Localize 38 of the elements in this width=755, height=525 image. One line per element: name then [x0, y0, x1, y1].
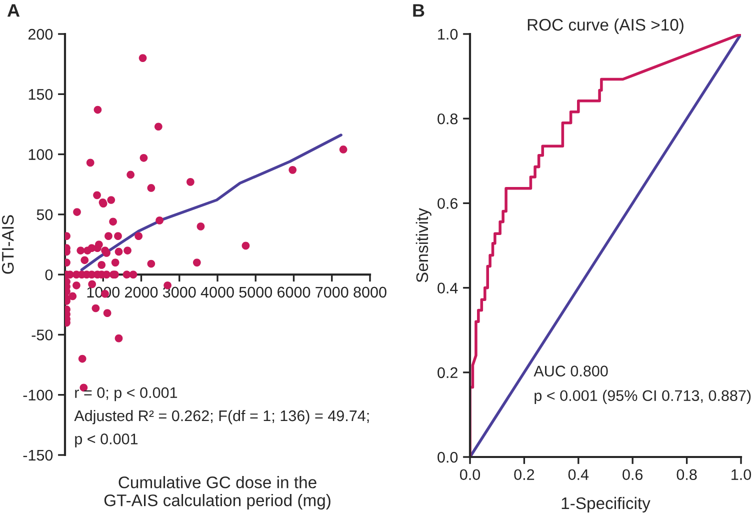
x-axis-title: Cumulative GC dose in the GT-AIS calculation period (mg) [104, 476, 330, 510]
x-tick-label: 5000 [239, 286, 272, 298]
x-axis-title: 1-Specificity [562, 496, 650, 512]
x-tick-label: 6000 [278, 286, 310, 298]
annotation: r = 0; p < 0.001 [75, 387, 178, 402]
x-tick-label: 0.0 [460, 469, 480, 480]
annotation: AUC 0.800 [534, 366, 608, 376]
y-tick-label: 0.2 [438, 367, 458, 378]
y-axis-title: GTI-AIS [2, 215, 14, 274]
y-tick-label: 0.0 [438, 452, 458, 463]
text: A [7, 4, 20, 17]
y-tick-label: 0 [45, 269, 53, 280]
x-tick-label: 0.6 [622, 469, 643, 480]
y-tick-label: 1.0 [438, 28, 458, 40]
y-tick-label: 50 [36, 209, 53, 220]
y-tick-label: -150 [23, 450, 53, 461]
y-tick-label: 100 [28, 149, 53, 160]
x-tick-label: 4000 [200, 286, 234, 298]
annotation: p < 0.001 (95% CI 0.713, 0.887) [534, 390, 751, 404]
x-tick-label: 0.2 [514, 469, 534, 480]
x-tick-label: 2000 [125, 286, 158, 298]
y-tick-label: -100 [23, 390, 53, 401]
x-tick-label: 7000 [316, 286, 348, 298]
y-axis-title: Sensitivity [416, 208, 432, 282]
y-tick-label: 0.6 [438, 198, 458, 209]
text: B [413, 4, 424, 17]
y-tick-label: -50 [32, 330, 53, 340]
x-tick-label: 3000 [162, 286, 196, 298]
annotation: p < 0.001 [75, 434, 138, 448]
annotation: Adjusted R² = 0.262; F(df = 1; 136) = 49.74; [74, 410, 369, 424]
x-tick-label: 1.0 [732, 469, 752, 480]
x-tick-label: 8000 [354, 286, 386, 298]
x-tick-label: 0.4 [568, 469, 589, 480]
chart-title: ROC curve (AIS >10) [528, 18, 684, 34]
x-tick-label: 0.8 [676, 469, 697, 480]
y-tick-label: 150 [28, 89, 53, 100]
y-tick-label: 0.8 [438, 113, 458, 124]
y-tick-label: 200 [28, 28, 53, 40]
